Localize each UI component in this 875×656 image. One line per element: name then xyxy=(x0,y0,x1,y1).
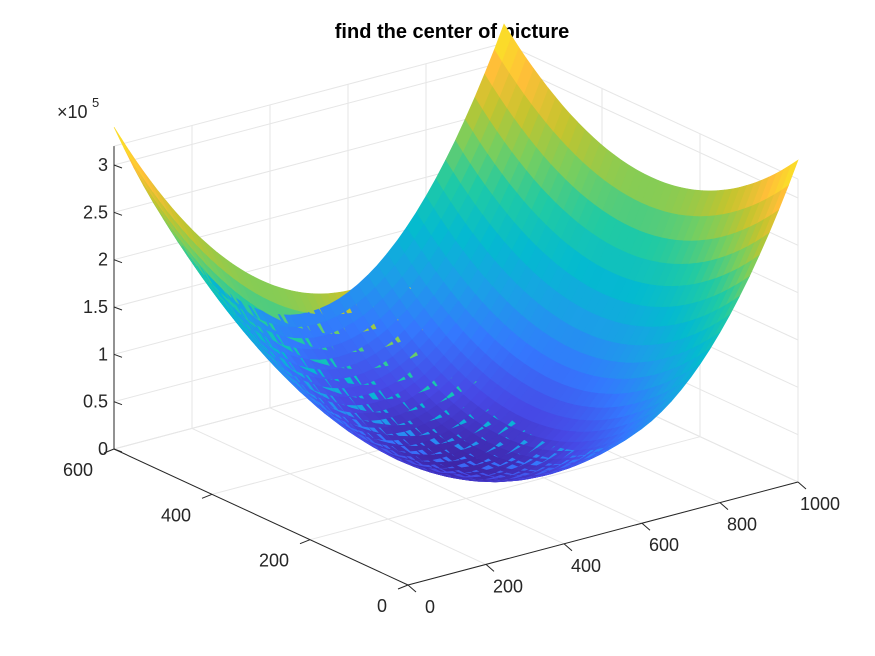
z-tick xyxy=(113,448,123,453)
z-tick xyxy=(113,401,123,406)
z-tick xyxy=(113,164,123,169)
x-tick xyxy=(641,522,651,531)
x-tick xyxy=(485,564,495,572)
z-tick xyxy=(113,259,123,264)
y-tick xyxy=(103,448,115,454)
z-tick-label: 2.5 xyxy=(83,202,108,222)
z-exponent-power: 5 xyxy=(92,95,99,110)
z-tick-label: 0.5 xyxy=(83,392,108,412)
tick-labels: 02004006008001000020040060000.511.522.53… xyxy=(57,95,840,617)
chart-title: find the center of picture xyxy=(335,21,569,43)
z-tick-label: 0 xyxy=(98,439,108,459)
x-tick-label: 0 xyxy=(425,597,435,617)
y-axis-line xyxy=(113,448,409,586)
z-exponent-label: ×10 xyxy=(57,102,88,122)
y-tick xyxy=(201,493,213,499)
y-tick-label: 200 xyxy=(259,551,289,571)
floor-gridline-y xyxy=(309,436,701,541)
side-wall-gridline-z xyxy=(503,61,799,199)
back-wall-gridline-z xyxy=(113,108,505,213)
x-tick-label: 400 xyxy=(571,556,601,576)
y-tick xyxy=(299,539,311,545)
floor-gridline-x xyxy=(269,407,565,545)
x-tick-label: 800 xyxy=(727,515,757,535)
z-tick xyxy=(113,353,123,358)
y-tick-label: 400 xyxy=(161,505,191,525)
x-tick xyxy=(797,481,807,490)
y-tick-label: 0 xyxy=(377,596,387,616)
x-tick-label: 1000 xyxy=(800,494,840,514)
x-tick-label: 600 xyxy=(649,535,679,555)
axes xyxy=(103,146,807,593)
surface-patch xyxy=(128,149,147,182)
x-axis-line xyxy=(407,481,799,586)
floor-gridline-x xyxy=(191,427,487,565)
y-tick xyxy=(397,584,409,590)
z-tick-label: 1 xyxy=(98,344,108,364)
z-tick-label: 1.5 xyxy=(83,297,108,317)
x-tick-label: 200 xyxy=(493,576,523,596)
x-tick xyxy=(563,543,573,552)
x-tick xyxy=(719,502,729,510)
surface-patch xyxy=(113,126,132,160)
x-tick xyxy=(407,584,417,593)
back-wall-gridline-z xyxy=(113,61,505,166)
z-tick xyxy=(113,306,123,311)
surface xyxy=(113,23,799,483)
box-top-edge xyxy=(503,42,799,180)
z-tick xyxy=(113,211,123,216)
y-tick-label: 600 xyxy=(63,460,93,480)
z-tick-label: 3 xyxy=(98,155,108,175)
z-tick-label: 2 xyxy=(98,250,108,270)
box-top-edge xyxy=(113,42,505,147)
